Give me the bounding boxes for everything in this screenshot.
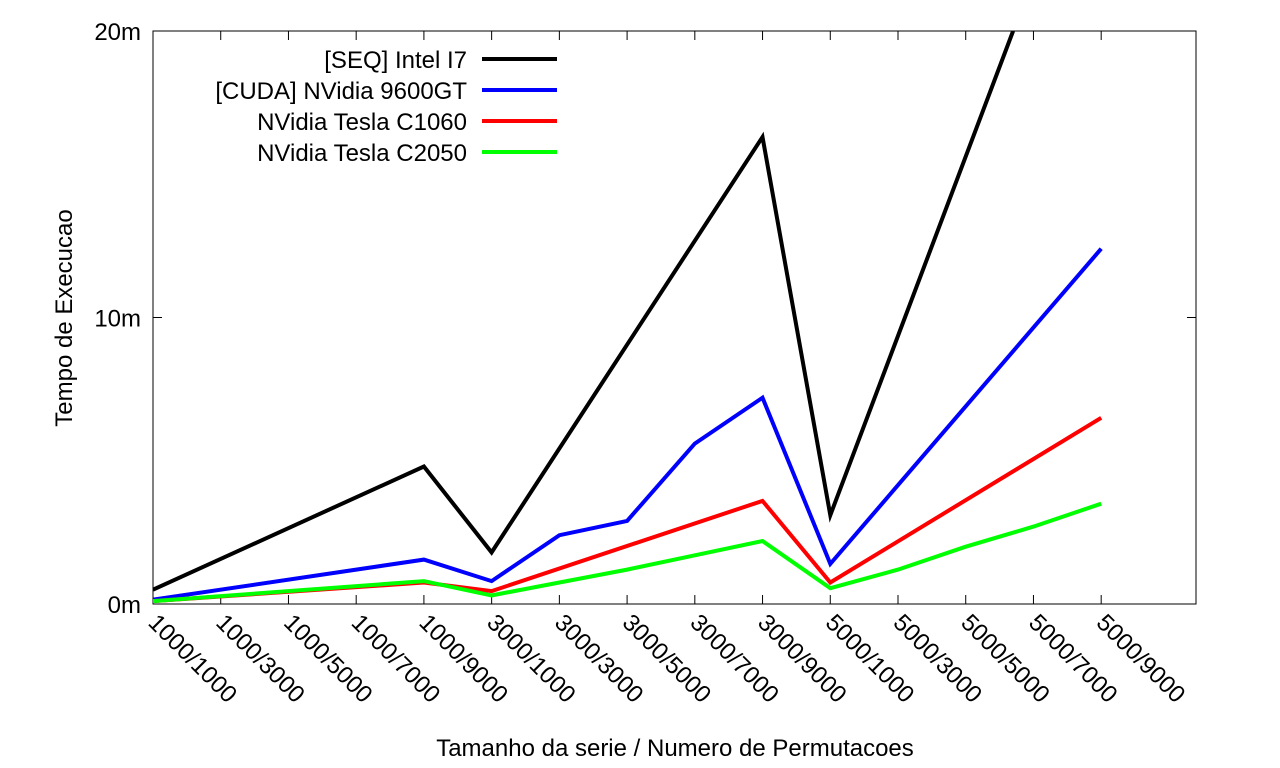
series-line-2 xyxy=(153,416,1103,604)
y-axis-title: Tempo de Execucao xyxy=(51,209,78,426)
y-tick-label: 10m xyxy=(94,306,141,333)
series-line-0 xyxy=(153,31,1015,592)
legend-label: [CUDA] NVidia 9600GT xyxy=(215,78,467,105)
series-lines xyxy=(153,31,1103,604)
legend-label: NVidia Tesla C2050 xyxy=(257,140,467,167)
y-tick-label: 20m xyxy=(94,19,141,46)
series-line-1 xyxy=(153,247,1103,602)
series-line-3 xyxy=(153,501,1102,604)
x-axis-title: Tamanho da serie / Numero de Permutacoes xyxy=(436,735,914,762)
legend: [SEQ] Intel I7 [CUDA] NVidia 9600GT NVidia… xyxy=(215,47,557,167)
legend-label: [SEQ] Intel I7 xyxy=(324,47,467,74)
legend-label: NVidia Tesla C1060 xyxy=(257,109,467,136)
y-tick-label: 0m xyxy=(108,592,141,619)
